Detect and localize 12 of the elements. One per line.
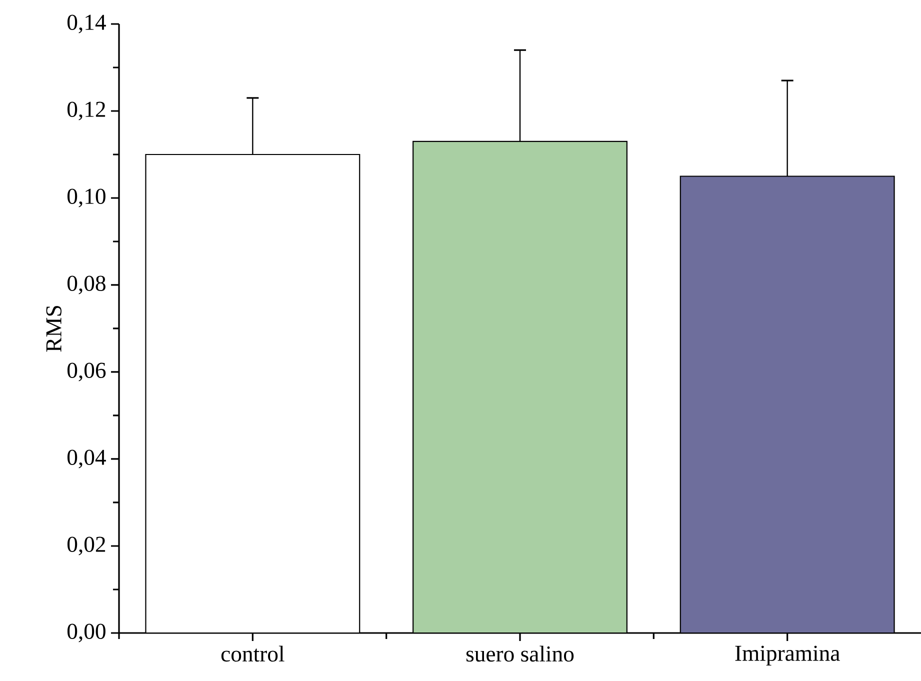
x-tick-label: suero salino [466, 646, 574, 662]
y-tick-label: 0,02 [67, 536, 106, 556]
y-tick-label: 0,00 [67, 624, 106, 642]
x-tick-label: Imipramina [735, 646, 840, 666]
y-tick-label: 0,12 [67, 102, 106, 120]
y-tick-label: 0,14 [67, 14, 106, 34]
y-tick-label: 0,06 [67, 362, 106, 382]
y-tick-label: 0,10 [67, 188, 106, 208]
x-tick-label: control [221, 646, 284, 662]
y-tick-label: 0,08 [67, 276, 106, 294]
y-axis-title: RMS [46, 306, 62, 352]
y-tick-label: 0,04 [67, 450, 106, 468]
